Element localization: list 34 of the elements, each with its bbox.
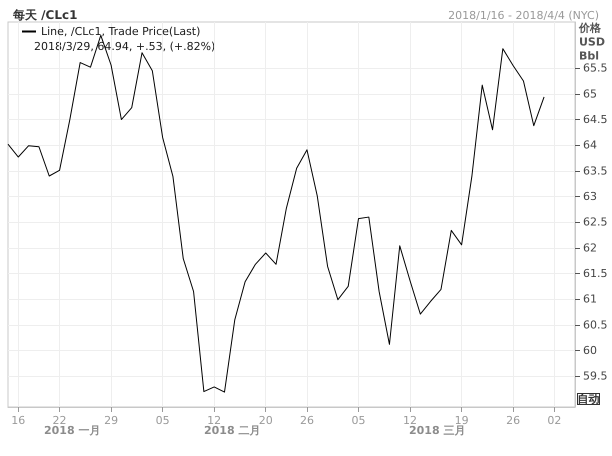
y-tick-label: 65.5 bbox=[583, 62, 608, 75]
y-tick-label: 61.5 bbox=[583, 267, 608, 280]
text: 2018 二月 bbox=[204, 424, 260, 437]
y-tick-label: 61 bbox=[583, 292, 597, 306]
y-tick-label: 64.5 bbox=[583, 113, 608, 126]
text: 自动 bbox=[578, 392, 600, 406]
x-tick-label: 20 bbox=[258, 414, 273, 427]
x-tick-label: 12 bbox=[207, 414, 222, 427]
text: 2018 三月 bbox=[409, 424, 466, 437]
x-tick-label: 12 bbox=[403, 414, 418, 427]
y-tick-label: 62.5 bbox=[583, 216, 608, 229]
x-tick-label: 05 bbox=[156, 414, 170, 427]
y-tick-label: 60 bbox=[583, 344, 597, 358]
y-tick-label: 60.5 bbox=[583, 318, 608, 332]
y-axis-title: 价格 USD Bbl bbox=[578, 21, 605, 62]
x-tick-label: 19 bbox=[454, 414, 469, 427]
y-tick-label: 59.5 bbox=[583, 370, 608, 383]
line-series bbox=[8, 34, 545, 393]
x-tick-label: 05 bbox=[352, 414, 366, 427]
x-tick-label: 02 bbox=[547, 414, 562, 427]
x-tick-label: 16 bbox=[11, 414, 26, 427]
x-tick-label: 26 bbox=[506, 414, 520, 427]
x-tick-label: 22 bbox=[52, 414, 67, 427]
x-tick-label: 26 bbox=[300, 414, 314, 427]
y-tick-label: 65 bbox=[583, 87, 597, 100]
x-tick-label: 29 bbox=[104, 414, 118, 427]
y-tick-label: 63.5 bbox=[583, 164, 608, 178]
chart-subtitle: 2018/1/16 - 2018/4/4 (NYC) bbox=[448, 9, 599, 22]
y-tick-label: 64 bbox=[583, 138, 597, 152]
chart-title: 每天 /CLc1 bbox=[12, 8, 78, 22]
y-tick-label: 62 bbox=[583, 241, 597, 254]
legend-label: Line, /CLc1, Trade Price(Last) bbox=[41, 25, 200, 38]
y-tick-label: 63 bbox=[583, 190, 597, 204]
text: 2018 一月 bbox=[44, 424, 100, 437]
